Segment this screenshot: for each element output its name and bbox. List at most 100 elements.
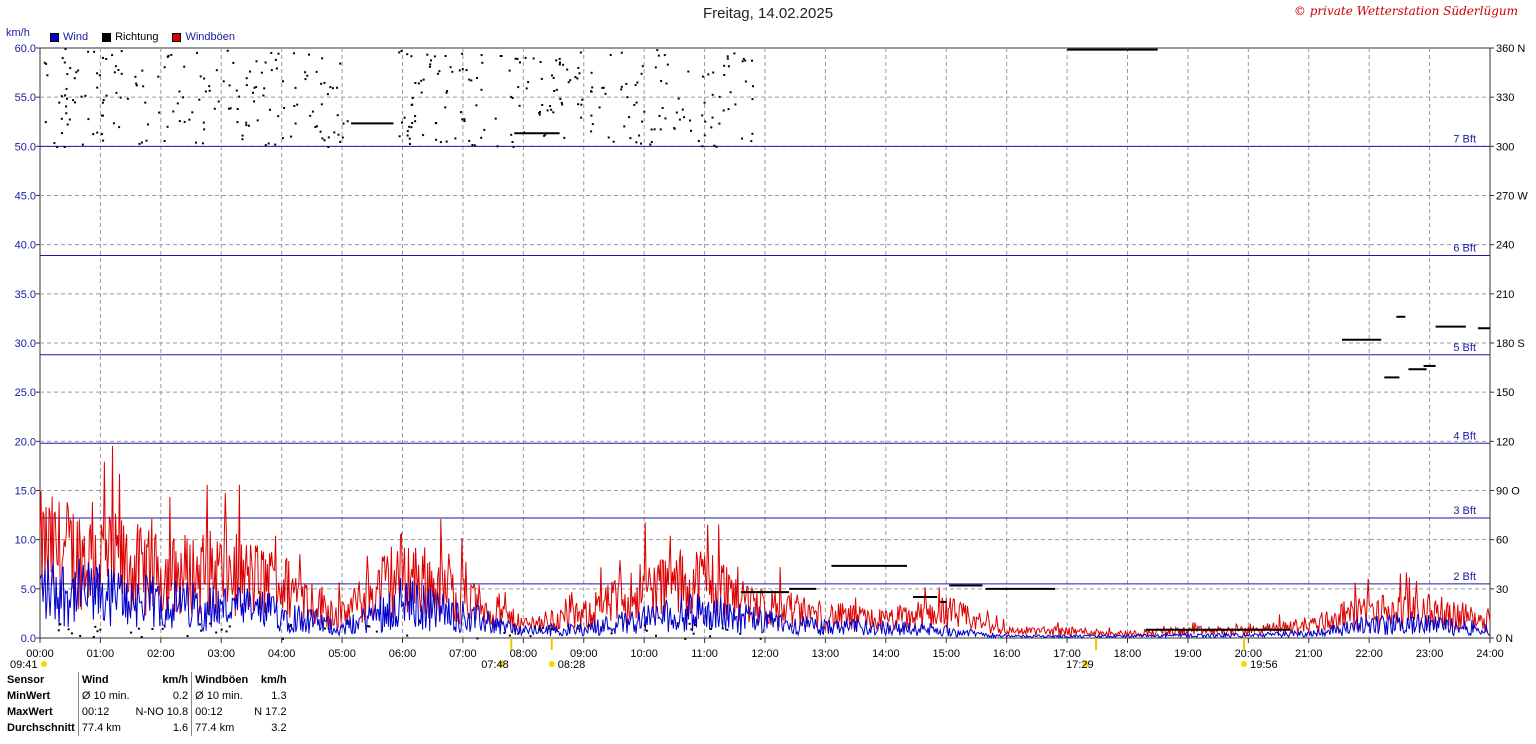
direction-point xyxy=(641,65,644,68)
y2-tick-label: 180 S xyxy=(1496,338,1525,350)
direction-point xyxy=(336,86,338,89)
beaufort-label: 3 Bft xyxy=(1453,505,1476,517)
direction-point xyxy=(44,121,47,124)
direction-point xyxy=(420,91,423,94)
direction-point xyxy=(580,116,583,119)
beaufort-label: 4 Bft xyxy=(1453,430,1476,442)
direction-point xyxy=(463,120,466,123)
y2-tick-label: 60 xyxy=(1496,535,1508,547)
direction-point xyxy=(649,143,652,146)
direction-point xyxy=(718,122,721,125)
direction-point xyxy=(170,53,173,56)
direction-point xyxy=(267,142,270,145)
direction-point xyxy=(638,134,641,137)
direction-point xyxy=(511,141,514,143)
direction-point xyxy=(96,86,99,89)
direction-point xyxy=(449,66,452,69)
direction-point xyxy=(551,74,553,77)
direction-point xyxy=(574,76,577,79)
x-tick-label: 15:00 xyxy=(932,648,960,660)
direction-point xyxy=(576,77,579,80)
x-tick-label: 22:00 xyxy=(1355,648,1383,660)
direction-point xyxy=(634,84,637,87)
x-tick-label: 06:00 xyxy=(389,648,417,660)
direction-point xyxy=(73,77,76,80)
direction-point xyxy=(620,51,623,54)
x-tick-label: 12:00 xyxy=(751,648,779,660)
direction-point xyxy=(398,51,401,54)
direction-point xyxy=(694,623,697,626)
direction-point xyxy=(727,65,730,68)
direction-point xyxy=(336,114,339,117)
direction-point xyxy=(236,108,239,110)
direction-point xyxy=(191,111,194,114)
y2-tick-label: 150 xyxy=(1496,387,1514,399)
direction-point xyxy=(68,118,71,121)
direction-point xyxy=(438,70,441,73)
direction-point xyxy=(635,101,638,104)
direction-point xyxy=(510,133,513,136)
wind-series-line xyxy=(39,558,1491,639)
direction-point xyxy=(458,69,461,72)
direction-point xyxy=(408,143,411,145)
direction-point xyxy=(208,85,211,88)
direction-point xyxy=(496,145,499,148)
direction-point xyxy=(525,87,528,90)
direction-point xyxy=(709,635,712,638)
direction-point xyxy=(664,117,667,120)
direction-point xyxy=(199,75,202,78)
direction-point xyxy=(293,105,296,107)
direction-point xyxy=(451,70,454,73)
sun-icon xyxy=(41,661,47,667)
sensor-cell: 77.4 km xyxy=(77,720,133,736)
sun-icon xyxy=(1083,661,1090,667)
direction-point xyxy=(643,624,646,627)
direction-point xyxy=(323,81,326,84)
direction-point xyxy=(294,86,297,89)
direction-point xyxy=(475,104,478,107)
direction-point xyxy=(461,52,464,55)
direction-point xyxy=(102,114,104,117)
direction-point xyxy=(471,144,474,146)
direction-point xyxy=(281,137,284,140)
direction-point xyxy=(721,627,724,630)
direction-point xyxy=(552,77,555,79)
y2-tick-label: 240 xyxy=(1496,240,1514,252)
direction-point xyxy=(673,127,676,130)
direction-point xyxy=(135,84,138,87)
direction-point xyxy=(524,56,527,59)
direction-point xyxy=(406,53,409,56)
x-tick-label: 09:00 xyxy=(570,648,598,660)
direction-point xyxy=(610,632,613,635)
legend-item-direction: Richtung xyxy=(102,31,158,43)
direction-point xyxy=(741,137,744,140)
direction-point xyxy=(60,95,63,98)
direction-point xyxy=(196,51,198,54)
direction-point xyxy=(729,91,732,94)
y-tick-label: 30.0 xyxy=(15,338,36,350)
y2-tick-label: 330 xyxy=(1496,92,1514,104)
direction-point xyxy=(228,625,231,628)
direction-point xyxy=(66,123,69,126)
direction-point xyxy=(540,77,543,80)
y2-tick-label: 210 xyxy=(1496,289,1514,301)
direction-point xyxy=(80,95,83,98)
direction-point xyxy=(742,57,745,60)
direction-point xyxy=(203,128,206,131)
sun-marker-label: 08:28 xyxy=(558,659,586,671)
direction-point xyxy=(710,126,713,129)
direction-point xyxy=(555,88,558,91)
direction-point xyxy=(704,120,707,123)
chart-title: Freitag, 14.02.2025 xyxy=(702,5,834,22)
direction-point xyxy=(274,58,277,61)
direction-point xyxy=(217,100,220,103)
direction-point xyxy=(100,114,103,117)
y-tick-label: 10.0 xyxy=(15,535,36,547)
direction-point xyxy=(166,125,169,128)
y-tick-label: 15.0 xyxy=(15,486,36,498)
direction-point xyxy=(563,136,566,139)
direction-point xyxy=(215,69,218,72)
direction-point xyxy=(228,107,230,110)
direction-point xyxy=(529,635,532,638)
direction-point xyxy=(410,103,413,106)
